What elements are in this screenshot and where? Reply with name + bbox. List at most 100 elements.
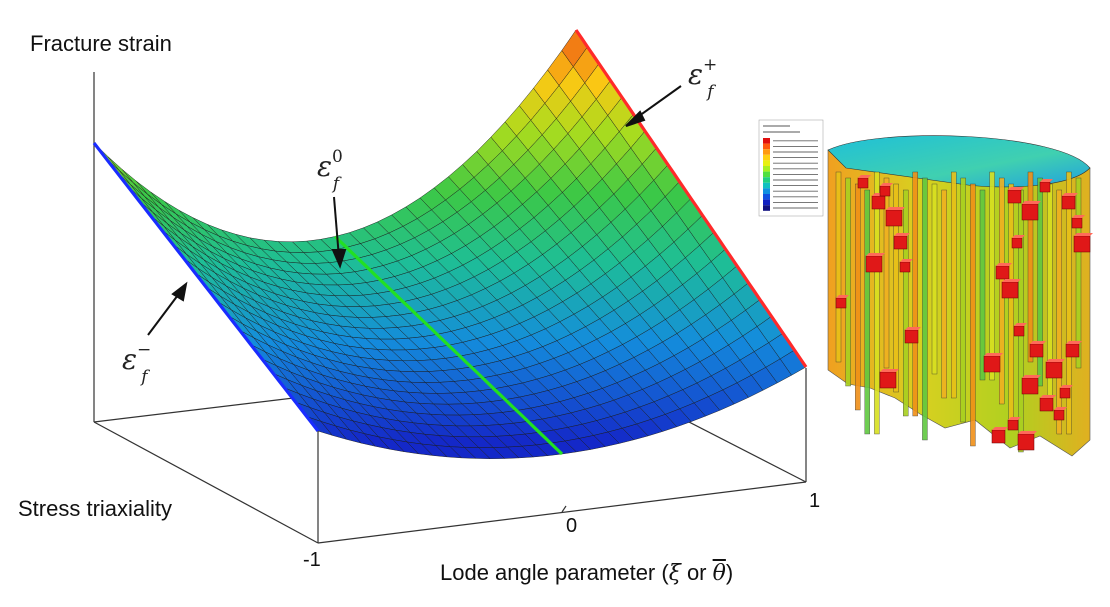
fe-element-top <box>1030 341 1046 344</box>
fe-failed-element <box>885 209 903 227</box>
fe-legend-swatch <box>763 171 770 178</box>
fe-column <box>1066 171 1072 435</box>
fe-legend-swatch <box>763 138 770 144</box>
fe-column <box>951 171 957 399</box>
fe-failed-element <box>1007 419 1019 431</box>
arrowhead-zero <box>331 249 347 269</box>
fe-failed-element <box>1073 235 1091 253</box>
plus-curve <box>574 29 808 368</box>
fe-column <box>970 183 976 447</box>
fe-failed-element <box>1059 387 1071 399</box>
fe-column <box>874 171 880 435</box>
minus-curve <box>92 142 320 432</box>
fe-column <box>960 177 966 423</box>
fe-failed-element <box>1001 281 1019 299</box>
fe-failed-element <box>879 371 897 389</box>
fe-element-top <box>858 175 871 178</box>
fe-element-top <box>1022 375 1041 378</box>
fe-element-top <box>1060 385 1073 388</box>
fe-failed-element <box>904 329 919 344</box>
fe-element-top <box>900 259 913 262</box>
fe-failed-element <box>893 235 908 250</box>
fe-element-top <box>905 327 921 330</box>
fe-element-top <box>1062 193 1078 196</box>
annotation-arrows <box>147 85 682 336</box>
lode-angle-suffix: ) <box>725 560 734 585</box>
fe-column <box>1008 183 1014 429</box>
fe-color-legend <box>758 119 824 217</box>
fe-element-top <box>894 233 910 236</box>
fe-failed-element <box>1011 237 1023 249</box>
fe-failed-element <box>879 185 891 197</box>
fe-column <box>845 177 851 387</box>
fe-column <box>893 183 899 393</box>
fe-legend-swatch <box>763 160 770 166</box>
epsilon-plus-label: ε+f <box>688 54 718 102</box>
epsilon-zero-label: ε0f <box>317 146 343 194</box>
arrow-minus <box>147 290 182 336</box>
stress-triaxiality-label: Stress triaxiality <box>18 496 173 521</box>
arrow-zero <box>333 196 340 259</box>
zero-curve <box>333 235 564 456</box>
lode-angle-prefix: Lode angle parameter ( <box>440 560 669 585</box>
fe-failed-element <box>1071 217 1083 229</box>
fe-column <box>835 171 842 363</box>
fracture-strain-surface <box>93 29 807 459</box>
fe-legend-swatch <box>763 182 770 189</box>
fe-column <box>1037 177 1043 387</box>
fe-failed-element <box>1021 377 1039 395</box>
fe-failed-element <box>1061 195 1076 210</box>
fe-failed-element <box>1039 397 1054 412</box>
fe-failed-element <box>835 297 847 309</box>
fe-element-top <box>1040 395 1056 398</box>
fe-element-top <box>880 369 899 372</box>
arrowhead-plus <box>625 110 646 127</box>
xi-symbol: ξ <box>668 561 681 586</box>
floor-front-left <box>93 421 319 544</box>
fe-simulation-model <box>758 119 1093 457</box>
fe-failed-element <box>1029 343 1044 358</box>
fe-element-top <box>1014 323 1027 326</box>
fe-legend-swatch <box>763 143 770 150</box>
fe-failed-element <box>1045 361 1063 379</box>
fe-element-top <box>836 295 849 298</box>
fe-element-top <box>1072 215 1085 218</box>
fe-failed-elements <box>835 175 1093 451</box>
fe-column <box>1056 189 1063 435</box>
floor-front <box>317 481 807 544</box>
tick-label-one: 1 <box>809 490 821 512</box>
fe-element-top <box>1022 201 1041 204</box>
fe-element-top <box>880 183 893 186</box>
fe-failed-element <box>1065 343 1080 358</box>
fe-column <box>883 177 890 369</box>
fe-legend-swatch <box>763 149 770 155</box>
fe-element-top <box>1002 279 1021 282</box>
fe-column <box>922 177 928 441</box>
fe-element-top <box>1012 235 1025 238</box>
fe-element-top <box>866 253 885 256</box>
fe-failed-element <box>1021 203 1039 221</box>
fe-column <box>989 171 995 381</box>
fe-failed-element <box>1017 433 1035 451</box>
fe-column <box>903 189 909 417</box>
fe-column <box>1018 189 1024 453</box>
arrowhead-minus <box>171 281 188 302</box>
fe-legend-swatch <box>763 194 770 200</box>
fe-failed-element <box>1007 189 1022 204</box>
fe-failed-element <box>857 177 869 189</box>
tick-mid <box>561 505 567 513</box>
fe-failed-element <box>1039 181 1051 193</box>
boundary-curves <box>92 29 808 456</box>
lode-angle-label: Lode angle parameter (ξ or θ) <box>440 560 733 586</box>
fe-element-top <box>1066 341 1082 344</box>
fe-column <box>1027 171 1034 363</box>
fe-failed-element <box>983 355 1001 373</box>
fe-element-top <box>1040 179 1053 182</box>
fe-failed-element <box>871 195 886 210</box>
fe-column <box>855 183 861 411</box>
fe-column <box>941 189 947 399</box>
fe-element-top <box>1074 233 1093 236</box>
fe-column <box>864 189 870 435</box>
